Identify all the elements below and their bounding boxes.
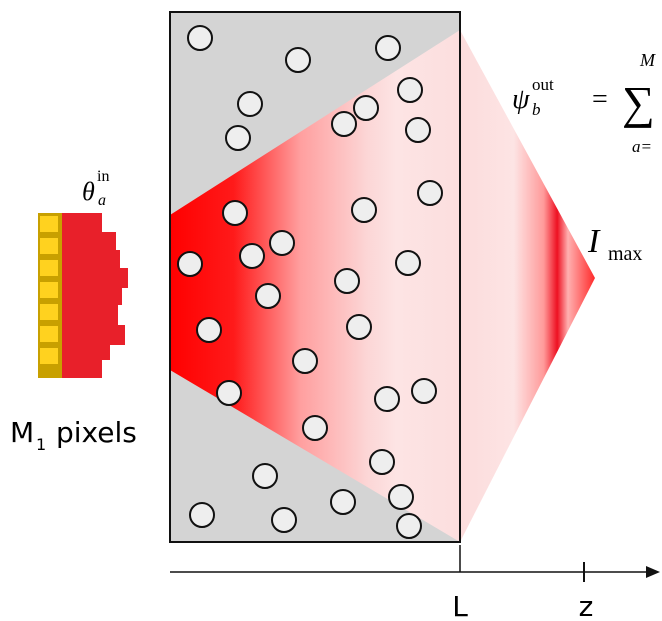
symbol: I xyxy=(587,223,601,260)
equals: = xyxy=(592,84,608,115)
scatterer xyxy=(418,181,442,205)
scatterer xyxy=(272,508,296,532)
z-label: z xyxy=(579,590,594,621)
scatterer xyxy=(188,26,212,50)
subscript: b xyxy=(532,100,541,119)
scatterer xyxy=(347,315,371,339)
scatterer xyxy=(256,284,280,308)
scatterer xyxy=(303,416,327,440)
length-label: L xyxy=(452,590,468,621)
scatterer xyxy=(396,251,420,275)
superscript: out xyxy=(532,75,554,94)
scatterer xyxy=(270,231,294,255)
scatterer xyxy=(197,318,221,342)
scatterer xyxy=(331,490,355,514)
diagram: L z θain M1pixels ψbout=∑Ma= Imax xyxy=(0,0,662,621)
text: pixels xyxy=(56,416,137,449)
scatterer xyxy=(217,381,241,405)
scatterer xyxy=(253,464,277,488)
scatterer xyxy=(223,201,247,225)
subscript: a xyxy=(98,192,106,209)
scatterer xyxy=(376,36,400,60)
upper: M xyxy=(639,50,656,70)
scatterer xyxy=(354,96,378,120)
lower: a= xyxy=(632,137,652,156)
axis-arrow xyxy=(646,566,660,578)
scatterer xyxy=(286,48,310,72)
scatterer xyxy=(370,450,394,474)
scatterer xyxy=(226,126,250,150)
subscript: 1 xyxy=(36,435,46,454)
scatterer xyxy=(332,112,356,136)
pixel-pattern xyxy=(38,213,150,378)
scatterer xyxy=(406,118,430,142)
scatterer xyxy=(178,252,202,276)
scatterer xyxy=(398,78,422,102)
scatterer xyxy=(335,269,359,293)
scatterer xyxy=(397,514,421,538)
symbol: θ xyxy=(82,177,95,206)
superscript: in xyxy=(97,168,109,185)
scatterer xyxy=(352,198,376,222)
scatterer xyxy=(293,349,317,373)
scatterer xyxy=(238,92,262,116)
scatterer xyxy=(240,244,264,268)
scatterer xyxy=(375,387,399,411)
scatterer xyxy=(412,379,436,403)
symbol: ψ xyxy=(512,84,530,115)
letter: M xyxy=(10,416,34,449)
scatterer xyxy=(190,503,214,527)
sum: ∑ xyxy=(622,77,655,128)
subscript: max xyxy=(608,243,642,265)
scatterer xyxy=(389,485,413,509)
